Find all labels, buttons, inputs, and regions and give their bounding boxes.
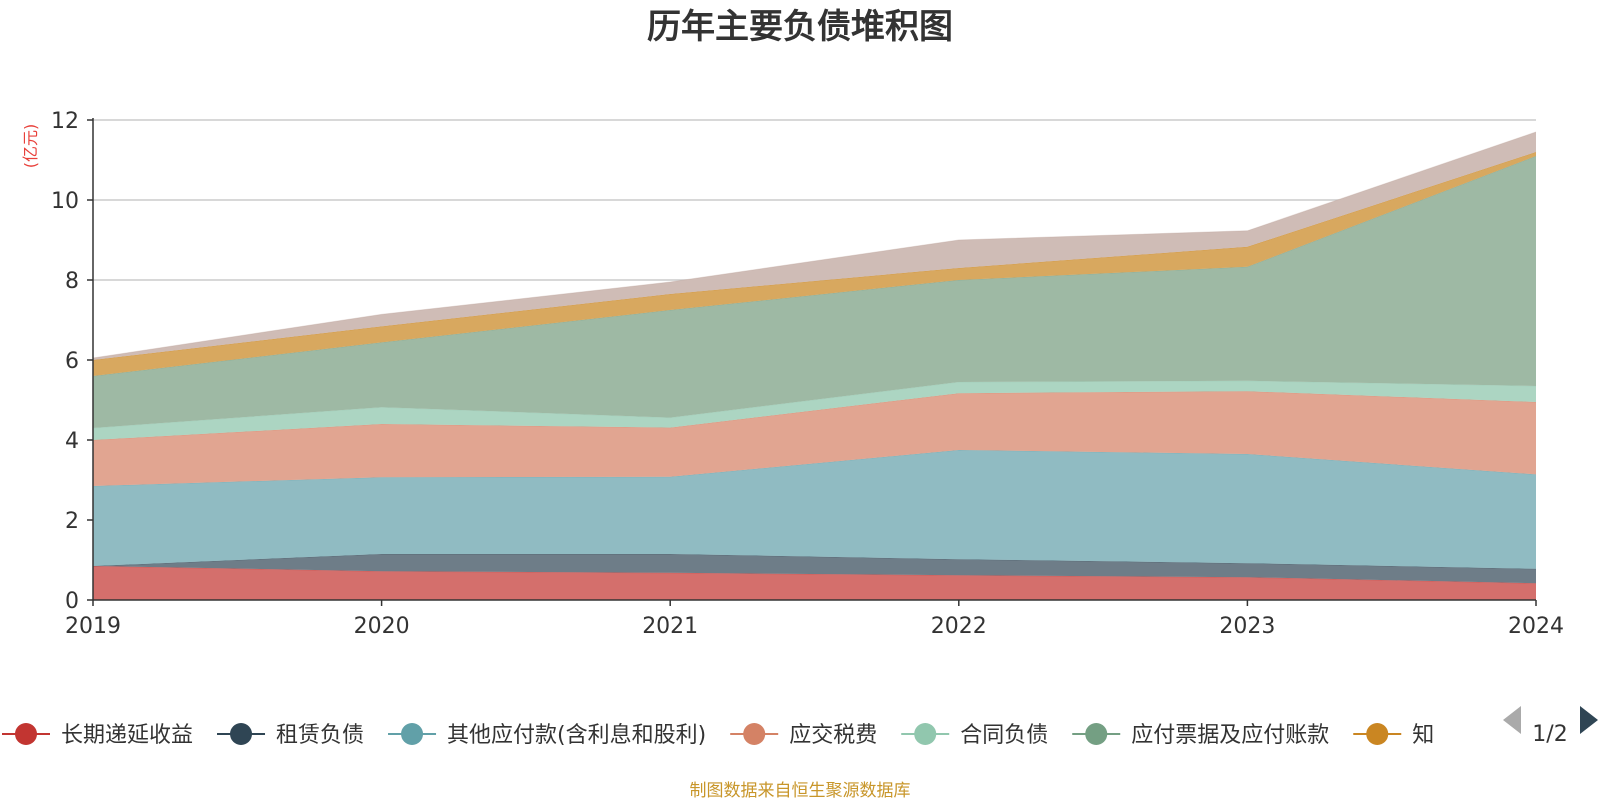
x-tick-label: 2024 <box>1508 614 1564 639</box>
legend-label: 租赁负债 <box>276 723 364 748</box>
legend-item[interactable]: 租赁负债 <box>217 723 364 748</box>
series-area-7 <box>93 132 1536 360</box>
x-tick-label: 2022 <box>931 614 987 639</box>
source-note: 制图数据来自恒生聚源数据库 <box>690 781 911 800</box>
legend-marker-icon <box>1366 723 1389 745</box>
series-line-7 <box>92 131 1537 359</box>
legend-marker-icon <box>914 723 937 745</box>
series-area-5 <box>93 156 1536 428</box>
legend-label: 知 <box>1412 723 1434 748</box>
y-tick-label: 4 <box>65 429 79 454</box>
x-tick-label: 2023 <box>1219 614 1275 639</box>
legend-marker-icon <box>401 723 424 745</box>
legend-item[interactable]: 合同负债 <box>901 723 1048 748</box>
chart-title: 历年主要负债堆积图 <box>647 7 953 47</box>
legend-label: 长期递延收益 <box>61 723 193 748</box>
legend-item[interactable]: 应付票据及应付账款 <box>1072 723 1329 748</box>
legend-item[interactable]: 知 <box>1353 723 1434 748</box>
series-area-1 <box>93 554 1536 584</box>
y-tick-label: 12 <box>51 109 79 134</box>
series-area-4 <box>93 380 1536 440</box>
x-tick-label: 2020 <box>354 614 410 639</box>
y-tick-label: 2 <box>65 509 79 534</box>
legend-pager: 1/2 <box>1503 706 1598 747</box>
series-area-3 <box>93 391 1536 486</box>
legend-item[interactable]: 应交税费 <box>730 723 877 748</box>
axes: 0 2 4 6 8 10 12 2019 2020 2021 2022 2023 2024 <box>51 109 1564 639</box>
y-tick-label: 8 <box>65 269 79 294</box>
legend-prev-icon[interactable] <box>1503 706 1521 734</box>
legend-next-icon[interactable] <box>1580 706 1598 734</box>
legend: 长期递延收益 租赁负债 其他应付款(含利息和股利) 应交税费 合同负债 应付票据及应付账款… <box>2 723 1434 748</box>
legend-marker-icon <box>230 723 253 745</box>
y-axis-unit: (亿元) <box>21 124 40 169</box>
legend-label: 合同负债 <box>960 723 1048 748</box>
legend-item[interactable]: 其他应付款(含利息和股利) <box>388 723 706 748</box>
series-area-2 <box>93 450 1536 569</box>
series-area-0 <box>93 566 1536 600</box>
legend-page-indicator: 1/2 <box>1532 722 1567 747</box>
legend-marker-icon <box>1085 723 1108 745</box>
y-tick-label: 10 <box>51 189 79 214</box>
series-area-6 <box>93 152 1536 376</box>
legend-marker-icon <box>15 723 37 745</box>
legend-label: 应交税费 <box>789 723 877 748</box>
y-tick-label: 6 <box>65 349 79 374</box>
legend-marker-icon <box>743 723 766 745</box>
x-tick-label: 2019 <box>65 614 121 639</box>
area-series <box>92 131 1537 600</box>
legend-label: 应付票据及应付账款 <box>1131 723 1329 748</box>
x-tick-label: 2021 <box>642 614 698 639</box>
legend-label: 其他应付款(含利息和股利) <box>447 723 706 748</box>
legend-item[interactable]: 长期递延收益 <box>2 723 193 748</box>
y-tick-label: 0 <box>65 589 79 614</box>
